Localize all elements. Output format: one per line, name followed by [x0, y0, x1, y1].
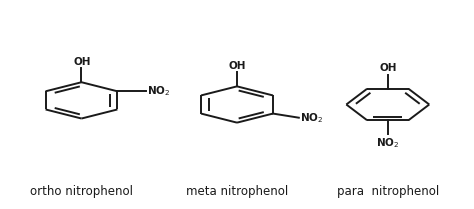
Text: OH: OH — [73, 57, 91, 66]
Text: OH: OH — [228, 61, 246, 71]
Text: NO$_2$: NO$_2$ — [376, 136, 400, 150]
Text: para  nitrophenol: para nitrophenol — [337, 185, 439, 198]
Text: NO$_2$: NO$_2$ — [300, 111, 324, 125]
Text: NO$_2$: NO$_2$ — [147, 84, 171, 98]
Text: OH: OH — [379, 63, 397, 73]
Text: ortho nitrophenol: ortho nitrophenol — [30, 185, 133, 198]
Text: meta nitrophenol: meta nitrophenol — [186, 185, 288, 198]
